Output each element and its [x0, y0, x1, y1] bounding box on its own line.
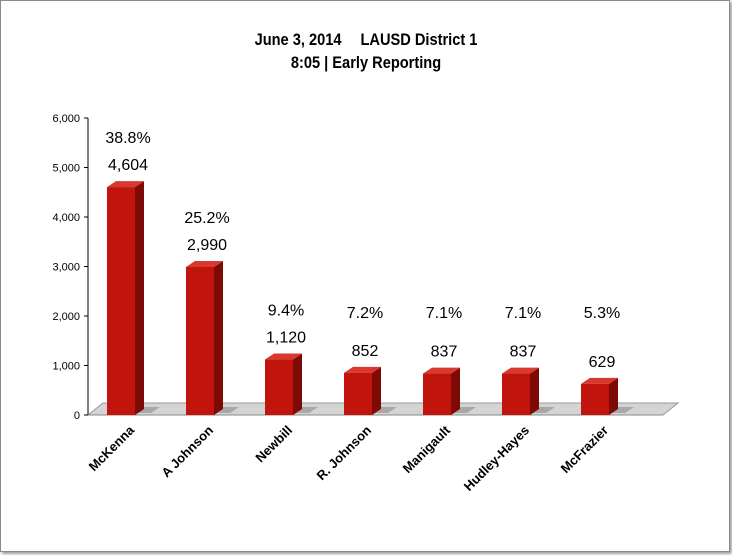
- bar-side: [609, 377, 618, 415]
- y-tick-label: 5,000: [52, 163, 80, 175]
- percent-label: 7.1%: [505, 305, 541, 322]
- bar: [265, 359, 293, 415]
- bar: [186, 266, 214, 415]
- chart-title: June 3, 2014 LAUSD District 1: [51, 30, 681, 50]
- bar: [423, 373, 451, 415]
- bar-side: [530, 367, 539, 415]
- title-district: LAUSD District 1: [360, 30, 478, 49]
- percent-label: 7.1%: [426, 305, 462, 322]
- percent-label: 9.4%: [268, 303, 304, 320]
- bar-top: [581, 377, 618, 384]
- category-label: Manigault: [400, 422, 454, 476]
- chart-subtitle: 8:05 | Early Reporting: [290, 53, 442, 72]
- bar-side: [372, 366, 381, 415]
- bar: [581, 383, 609, 415]
- y-tick-label: 2,000: [52, 311, 80, 323]
- value-label: 1,120: [266, 330, 306, 347]
- percent-label: 5.3%: [584, 305, 620, 322]
- bar-shadow: [372, 407, 397, 413]
- value-label: 2,990: [187, 237, 227, 254]
- bar-top: [502, 367, 539, 374]
- bar: [344, 372, 372, 415]
- category-label: A Johnson: [158, 422, 216, 480]
- bar-side: [214, 260, 223, 415]
- category-label: Newbill: [252, 423, 295, 466]
- bar-shadow: [451, 407, 476, 413]
- category-label: McFrazier: [558, 423, 612, 477]
- percent-label: 7.2%: [347, 305, 383, 322]
- bar: [107, 187, 135, 415]
- bar-shadow: [609, 407, 634, 413]
- y-tick-label: 4,000: [52, 212, 80, 224]
- value-label: 629: [589, 354, 616, 371]
- category-label: McKenna: [86, 422, 138, 474]
- value-label: 4,604: [108, 157, 148, 174]
- percent-label: 25.2%: [184, 210, 229, 227]
- bar-side: [135, 181, 144, 415]
- category-label: Hudley-Hayes: [461, 423, 532, 494]
- bar-top: [423, 367, 460, 374]
- bar-top: [265, 353, 302, 360]
- bar: [502, 373, 530, 415]
- y-tick-label: 1,000: [52, 361, 80, 373]
- bar-side: [293, 353, 302, 415]
- title-date: June 3, 2014: [254, 30, 342, 49]
- bar-shadow: [135, 407, 160, 413]
- y-tick-label: 6,000: [52, 113, 80, 125]
- category-label: R. Johnson: [313, 422, 374, 483]
- bar-shadow: [293, 407, 318, 413]
- value-label: 837: [510, 344, 537, 361]
- bar-top: [344, 366, 381, 373]
- bar-top: [107, 181, 144, 188]
- y-tick-label: 3,000: [52, 262, 80, 274]
- bar-shadow: [530, 407, 555, 413]
- percent-label: 38.8%: [105, 130, 150, 147]
- value-label: 852: [352, 343, 379, 360]
- y-tick-label: 0: [74, 410, 80, 422]
- bar-top: [186, 260, 223, 267]
- value-label: 837: [431, 344, 458, 361]
- bar-shadow: [214, 407, 239, 413]
- bar-side: [451, 367, 460, 415]
